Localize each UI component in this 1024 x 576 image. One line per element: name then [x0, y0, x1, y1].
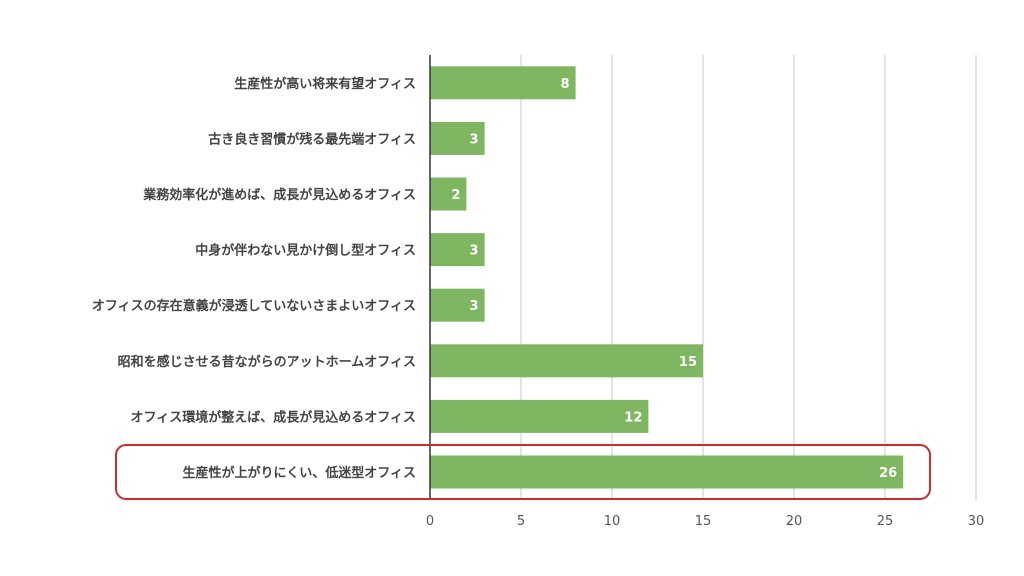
category-label: 昭和を感じさせる昔ながらのアットホームオフィス — [118, 354, 416, 370]
category-label: 生産性が上がりにくい、低迷型オフィス — [183, 465, 416, 481]
bar — [430, 455, 904, 489]
category-label: 中身が伴わない見かけ倒し型オフィス — [195, 243, 416, 259]
category-label: 古き良き習慣が残る最先端オフィス — [208, 131, 416, 147]
x-tick-label: 5 — [517, 514, 525, 529]
bar — [430, 344, 703, 378]
bar — [430, 288, 485, 322]
bar — [430, 66, 576, 100]
category-label: オフィス環境が整えば、成長が見込めるオフィス — [131, 409, 416, 425]
data-label: 15 — [679, 355, 697, 370]
x-tick-label: 20 — [786, 514, 803, 529]
data-label: 3 — [470, 132, 479, 147]
bar — [430, 177, 467, 211]
bar — [430, 399, 649, 433]
data-label: 26 — [879, 466, 897, 481]
data-label: 3 — [470, 244, 479, 259]
gridlines — [520, 55, 977, 500]
data-label: 8 — [561, 77, 570, 92]
x-tick-label: 25 — [877, 514, 894, 529]
x-tick-label: 30 — [968, 514, 985, 529]
data-label: 12 — [624, 410, 642, 425]
data-label: 2 — [451, 188, 460, 203]
highlight-box — [115, 444, 931, 500]
data-label: 3 — [470, 299, 479, 314]
category-label: オフィスの存在意義が浸透していないさまよいオフィス — [92, 298, 416, 314]
x-tick-labels: 0 5 10 15 20 25 30 — [426, 514, 984, 529]
x-tick-label: 10 — [604, 514, 621, 529]
category-labels: 生産性が高い将来有望オフィス古き良き習慣が残る最先端オフィス業務効率化が進めば、… — [92, 76, 416, 481]
x-tick-label: 15 — [695, 514, 712, 529]
bar — [430, 233, 485, 267]
x-tick-label: 0 — [426, 514, 434, 529]
category-label: 生産性が高い将来有望オフィス — [234, 76, 416, 92]
bar — [430, 121, 485, 155]
bars: 8 3 2 3 3 15 12 26 — [430, 66, 904, 489]
category-label: 業務効率化が進めば、成長が見込めるオフィス — [142, 187, 416, 203]
